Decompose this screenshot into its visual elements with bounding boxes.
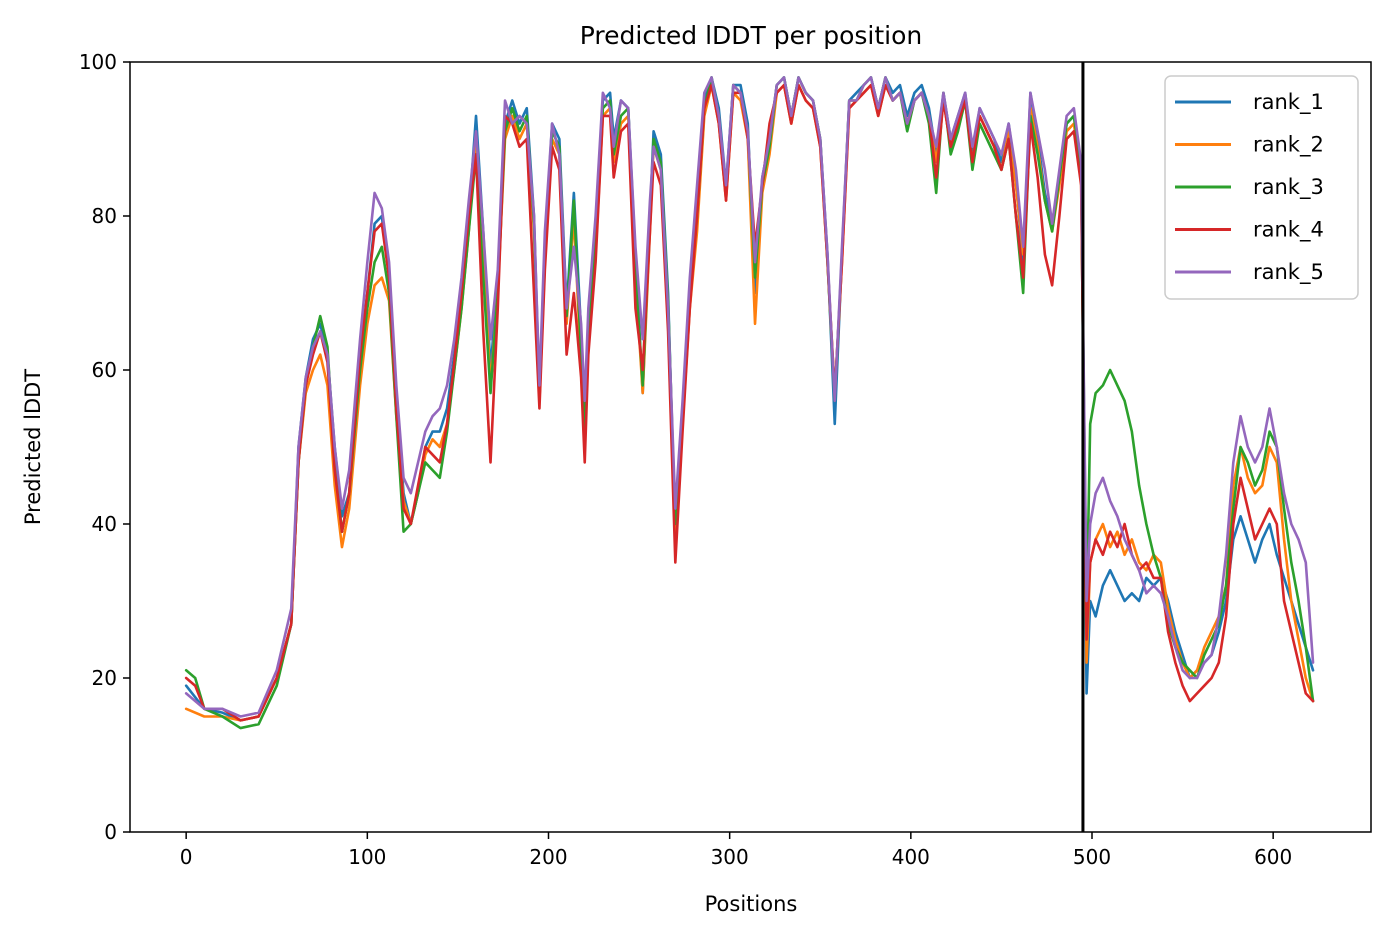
- y-tick-label: 20: [92, 666, 117, 690]
- legend-label-rank_4: rank_4: [1253, 218, 1324, 243]
- y-tick-label: 80: [92, 204, 117, 228]
- legend-items: rank_1 rank_2 rank_3 rank_4 rank_5: [1175, 90, 1324, 285]
- x-tick-label: 300: [711, 845, 749, 869]
- y-axis-label: Predicted lDDT: [21, 369, 45, 525]
- y-tick-label: 60: [92, 358, 117, 382]
- y-tick-label: 40: [92, 512, 117, 536]
- x-tick-label: 400: [892, 845, 930, 869]
- legend-label-rank_1: rank_1: [1253, 90, 1324, 115]
- x-tick-label: 200: [529, 845, 567, 869]
- x-axis-label: Positions: [705, 892, 798, 916]
- legend-box: [1164, 75, 1359, 300]
- y-tick-label: 100: [79, 50, 117, 74]
- plot-frame: [129, 61, 1372, 833]
- legend-label-rank_5: rank_5: [1253, 260, 1324, 285]
- x-axis: 0 100 200 300 400 500 600: [180, 832, 1292, 869]
- y-tick-label: 0: [104, 820, 117, 844]
- series-lines: [184, 76, 1315, 730]
- x-tick-label: 100: [348, 845, 386, 869]
- x-tick-label: 500: [1073, 845, 1111, 869]
- series-line-rank_5: [184, 76, 1315, 718]
- legend-label-rank_3: rank_3: [1253, 175, 1324, 200]
- y-axis: 0 20 40 60 80 100: [79, 50, 130, 844]
- x-tick-label: 0: [180, 845, 193, 869]
- legend: rank_1 rank_2 rank_3 rank_4 rank_5: [1164, 75, 1359, 300]
- x-tick-label: 600: [1254, 845, 1292, 869]
- chart-title: Predicted lDDT per position: [580, 21, 922, 50]
- legend-label-rank_2: rank_2: [1253, 133, 1324, 158]
